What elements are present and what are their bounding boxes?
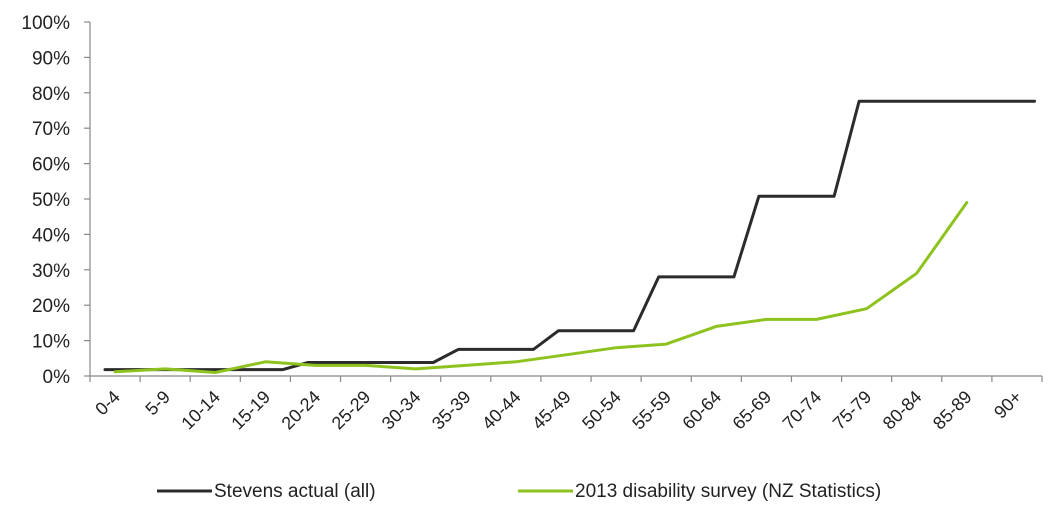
series-line-1 (103, 99, 1036, 372)
legend-label: 2013 disability survey (NZ Statistics) (575, 481, 881, 502)
x-tick-label: 30-34 (378, 387, 425, 434)
x-tick-label: 65-69 (729, 387, 776, 434)
legend-label: Stevens actual (all) (214, 481, 376, 502)
y-tick-label: 70% (32, 119, 70, 140)
y-tick-label: 80% (32, 84, 70, 105)
x-tick-label: 40-44 (478, 387, 525, 434)
y-axis-ticks: 0% 10% 20% 30% 40% 50% 60% 70% 80% 90% 100% (21, 13, 90, 388)
x-tick-label: 5-9 (141, 387, 174, 420)
x-axis-ticks: 0-4 5-9 10-14 15-19 20-24 25-29 30-34 35-39 40-4… (89, 376, 1043, 434)
y-tick-label: 50% (32, 190, 70, 211)
y-tick-label: 30% (32, 261, 70, 282)
x-tick-label: 35-39 (428, 387, 475, 434)
x-tick-label: 80-84 (879, 387, 926, 434)
y-tick-label: 40% (32, 225, 70, 246)
x-tick-label: 60-64 (678, 387, 725, 434)
x-tick-label: 70-74 (779, 387, 826, 434)
legend: Stevens actual (all) 2013 disability surv… (157, 481, 881, 502)
y-tick-label: 10% (32, 332, 70, 353)
x-tick-label: 50-54 (578, 387, 625, 434)
y-tick-label: 60% (32, 155, 70, 176)
x-tick-label: 55-59 (628, 387, 675, 434)
x-tick-label: 25-29 (328, 387, 375, 434)
x-tick-label: 85-89 (929, 387, 976, 434)
x-tick-label: 20-24 (278, 387, 325, 434)
series-lines (103, 99, 1036, 374)
y-tick-label: 0% (43, 367, 71, 388)
x-tick-label: 15-19 (227, 387, 274, 434)
x-tick-label: 75-79 (829, 387, 876, 434)
series-line-2 (113, 201, 969, 374)
y-tick-label: 100% (21, 13, 70, 34)
y-tick-label: 90% (32, 48, 70, 69)
y-tick-label: 20% (32, 296, 70, 317)
x-tick-label: 90+ (990, 387, 1026, 423)
x-tick-label: 10-14 (177, 387, 224, 434)
x-tick-label: 45-49 (528, 387, 575, 434)
x-tick-label: 0-4 (91, 387, 124, 420)
